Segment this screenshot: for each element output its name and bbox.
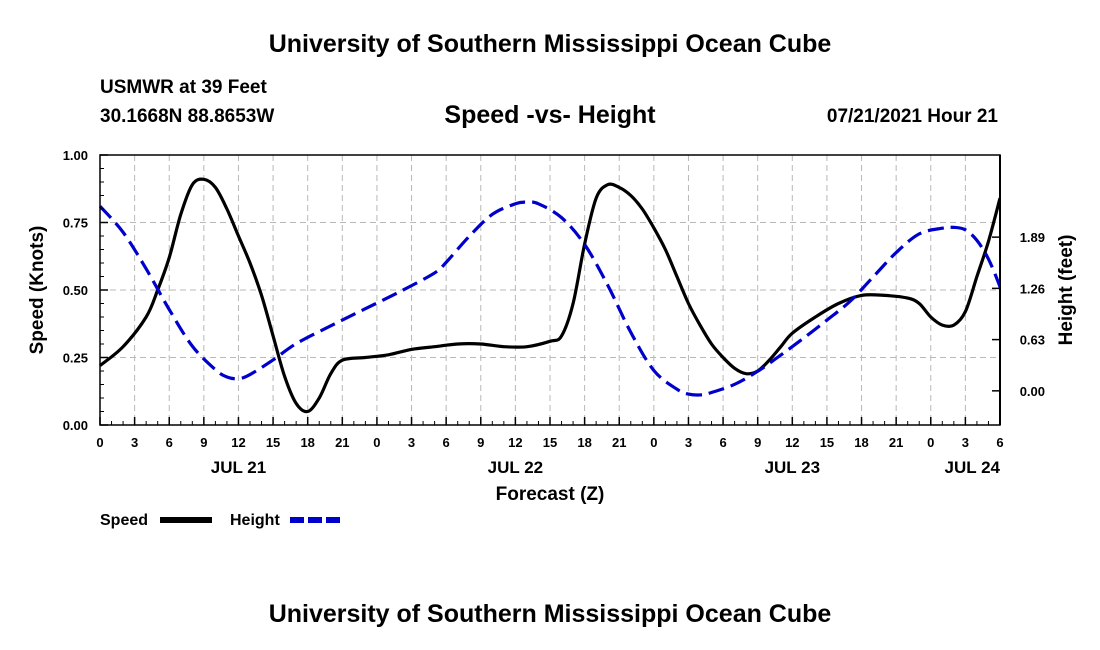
x-tick-label: 15 xyxy=(820,435,834,450)
y-right-tick-label: 0.63 xyxy=(1020,333,1045,348)
series-line-height xyxy=(99,200,1001,397)
y-axis-right-title: Height (feet) xyxy=(1056,235,1077,346)
forecast-datetime: 07/21/2021 Hour 21 xyxy=(826,106,998,127)
y-left-tick-label: 1.00 xyxy=(63,148,88,163)
x-tick-label: 21 xyxy=(612,435,626,450)
page-title: University of Southern Mississippi Ocean… xyxy=(268,30,832,58)
x-axis-title: Forecast (Z) xyxy=(496,484,605,505)
x-tick-label: 21 xyxy=(335,435,349,450)
x-tick-label: 12 xyxy=(785,435,799,450)
x-tick-label: 18 xyxy=(577,435,591,450)
y-left-tick-label: 0.50 xyxy=(63,283,88,298)
x-tick-label: 18 xyxy=(300,435,314,450)
legend: Speed Height xyxy=(100,512,342,529)
x-tick-label: 9 xyxy=(200,435,207,450)
x-tick-label: 3 xyxy=(685,435,692,450)
series-layer xyxy=(99,177,1001,414)
y-left-tick-label: 0.25 xyxy=(63,351,88,366)
x-tick-label: 0 xyxy=(373,435,380,450)
x-tick-label: 6 xyxy=(719,435,726,450)
x-tick-label: 0 xyxy=(927,435,934,450)
date-label: JUL 21 xyxy=(211,458,266,477)
x-tick-label: 3 xyxy=(408,435,415,450)
x-tick-label: 18 xyxy=(854,435,868,450)
date-label: JUL 23 xyxy=(765,458,820,477)
x-tick-label: 0 xyxy=(650,435,657,450)
date-label: JUL 22 xyxy=(488,458,543,477)
x-tick-label: 21 xyxy=(889,435,903,450)
x-tick-label: 15 xyxy=(543,435,557,450)
x-tick-label: 12 xyxy=(231,435,245,450)
grid-lines xyxy=(100,155,1000,425)
x-tick-label: 0 xyxy=(96,435,103,450)
axes: 0 3 6 9 12 15 18 21 0 3 6 9 12 15 18 21 0 3 6 9 12 15 18 21 0 3 6 J… xyxy=(63,148,1045,477)
x-tick-label: 6 xyxy=(443,435,450,450)
y-left-tick-label: 0.00 xyxy=(63,418,88,433)
x-tick-label: 6 xyxy=(996,435,1003,450)
station-label: USMWR at 39 Feet xyxy=(100,77,267,98)
date-label: JUL 24 xyxy=(945,458,1001,477)
y-right-tick-label: 0.00 xyxy=(1020,384,1045,399)
page-footer-title: University of Southern Mississippi Ocean… xyxy=(268,600,832,628)
x-tick-label: 9 xyxy=(477,435,484,450)
x-tick-label: 12 xyxy=(508,435,522,450)
legend-speed-label: Speed xyxy=(100,512,148,529)
chart-title: Speed -vs- Height xyxy=(444,101,656,129)
x-tick-label: 3 xyxy=(131,435,138,450)
y-axis-left-title: Speed (Knots) xyxy=(27,226,48,355)
x-tick-label: 6 xyxy=(166,435,173,450)
x-tick-label: 3 xyxy=(962,435,969,450)
y-right-tick-label: 1.89 xyxy=(1020,230,1045,245)
y-left-tick-label: 0.75 xyxy=(63,216,88,231)
x-tick-label: 15 xyxy=(266,435,280,450)
station-coordinates: 30.1668N 88.8653W xyxy=(100,106,275,127)
x-tick-label: 9 xyxy=(754,435,761,450)
legend-height-label: Height xyxy=(230,512,280,529)
y-right-tick-label: 1.26 xyxy=(1020,281,1045,296)
